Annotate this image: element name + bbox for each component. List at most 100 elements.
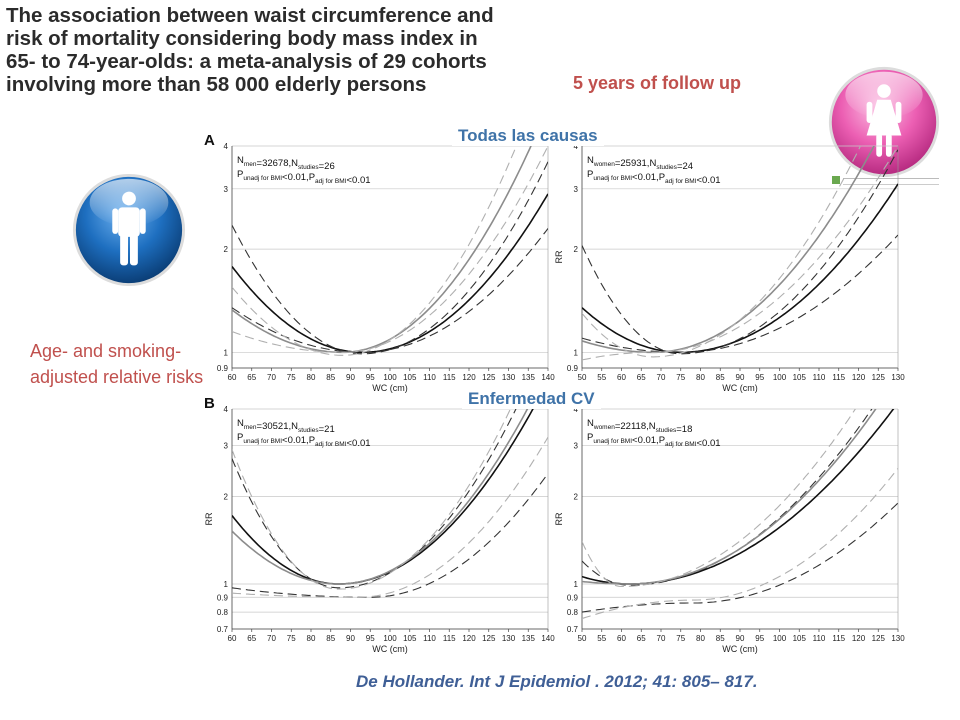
x-tick-label: 90 [736, 373, 745, 382]
y-tick-label: 0.9 [567, 593, 579, 602]
stat-sample-size: Nmen=30521,Nstudies=21 [237, 418, 335, 435]
x-tick-label: 80 [307, 373, 316, 382]
x-tick-label: 125 [872, 634, 886, 643]
x-tick-label: 85 [326, 373, 335, 382]
x-tick-label: 140 [541, 373, 555, 382]
y-tick-label: 4 [574, 405, 579, 414]
series-line-dash-grey [582, 467, 898, 620]
stat-p-values: Punadj for BMI<0.01,Padj for BMI<0.01 [587, 432, 721, 449]
x-tick-label: 80 [307, 634, 316, 643]
x-tick-label: 50 [578, 373, 587, 382]
x-tick-label: 125 [482, 634, 496, 643]
stat-p-values: Punadj for BMI<0.01,Padj for BMI<0.01 [237, 432, 371, 449]
series-line-dash-grey [582, 146, 898, 361]
y-tick-label: 2 [574, 492, 579, 501]
x-tick-label: 65 [637, 634, 646, 643]
series-line-dash-black [232, 228, 548, 353]
y-tick-label: 3 [574, 185, 579, 194]
x-tick-label: 60 [228, 373, 237, 382]
y-tick-label: 2 [224, 492, 229, 501]
x-tick-label: 60 [617, 634, 626, 643]
chart-panel-b-women: 0.7 0.8 0.9 1 2 3 4 50 55 60 65 70 75 80 85 90 95 100 105 1… [554, 405, 905, 654]
x-tick-label: 110 [423, 634, 436, 643]
x-tick-label: 50 [578, 634, 587, 643]
x-tick-label: 125 [872, 373, 886, 382]
series-line-dash-grey [582, 146, 862, 358]
x-tick-label: 70 [267, 373, 276, 382]
y-tick-label: 1 [224, 580, 229, 589]
x-tick-label: 75 [676, 634, 685, 643]
x-tick-label: 140 [541, 634, 555, 643]
series-line-dash-black [582, 234, 898, 353]
y-tick-label: 0.7 [567, 625, 579, 634]
x-tick-label: 130 [502, 634, 516, 643]
x-tick-label: 85 [326, 634, 335, 643]
series-line-dash-black [582, 149, 898, 355]
y-tick-label: 1 [574, 580, 579, 589]
x-tick-label: 65 [247, 634, 256, 643]
x-tick-label: 100 [773, 634, 787, 643]
x-tick-label: 120 [462, 373, 476, 382]
x-axis-label: WC (cm) [372, 383, 408, 393]
x-tick-label: 115 [443, 634, 456, 643]
x-tick-label: 70 [657, 373, 666, 382]
y-tick-label: 3 [574, 441, 579, 450]
stat-sample-size: Nwomen=22118,Nstudies=18 [587, 418, 692, 435]
x-tick-label: 100 [383, 373, 397, 382]
x-tick-label: 115 [832, 634, 845, 643]
stat-sample-size: Nmen=32678,Nstudies=26 [237, 155, 335, 172]
x-tick-label: 120 [462, 634, 476, 643]
y-tick-label: 2 [574, 245, 579, 254]
section-label-all-causes: Todas las causas [452, 126, 604, 146]
x-axis-label: WC (cm) [722, 644, 758, 654]
x-tick-label: 75 [287, 373, 296, 382]
y-tick-label: 0.8 [567, 608, 579, 617]
x-tick-label: 130 [891, 634, 905, 643]
x-tick-label: 120 [852, 373, 866, 382]
series-line-dash-grey [232, 436, 548, 598]
x-tick-label: 75 [287, 634, 296, 643]
citation: De Hollander. Int J Epidemiol . 2012; 41… [356, 672, 758, 691]
y-tick-label: 3 [224, 441, 229, 450]
x-tick-label: 130 [502, 373, 516, 382]
series-line-solid-black [232, 409, 534, 585]
x-tick-label: 105 [403, 634, 417, 643]
series-line-solid-grey [582, 146, 875, 354]
series-line-dash-grey [232, 409, 511, 590]
page-title: The association between waist circumfere… [6, 4, 494, 96]
x-axis-label: WC (cm) [372, 644, 408, 654]
x-tick-label: 75 [676, 373, 685, 382]
series-line-solid-grey [232, 409, 529, 585]
x-tick-label: 80 [696, 634, 705, 643]
female-figure-icon [828, 66, 940, 178]
x-tick-label: 55 [597, 634, 606, 643]
stat-p-values: Punadj for BMI<0.01,Padj for BMI<0.01 [237, 169, 371, 186]
adjusted-risk-label: Age- and smoking-adjusted relative risks [30, 341, 204, 387]
x-tick-label: 60 [228, 634, 237, 643]
follow-up-label: 5 years of follow up [573, 73, 742, 93]
chart-panel-b-men: 0.7 0.8 0.9 1 2 3 4 60 65 70 75 80 85 90 95 100 105 110 11… [204, 395, 555, 654]
x-tick-label: 115 [832, 373, 845, 382]
y-tick-label: 4 [224, 405, 229, 414]
x-tick-label: 70 [267, 634, 276, 643]
x-tick-label: 90 [346, 634, 355, 643]
y-tick-label: 0.9 [217, 593, 229, 602]
x-tick-label: 95 [755, 634, 764, 643]
x-tick-label: 130 [891, 373, 905, 382]
y-tick-label: 1 [224, 348, 229, 357]
section-label-cardiovascular: Enfermedad CV [462, 389, 601, 409]
panel-letter: A [204, 132, 215, 149]
series-line-solid-black [582, 183, 898, 354]
y-axis-label: RR [204, 512, 214, 525]
series-line-dash-grey [582, 409, 857, 588]
x-tick-label: 100 [383, 634, 397, 643]
x-tick-label: 85 [716, 373, 725, 382]
y-tick-label: 4 [224, 142, 229, 151]
series-line-dash-grey [232, 146, 548, 353]
chart-panel-a-women: 0.9 1 2 3 4 50 55 60 65 70 75 80 85 90 95 100 105 110 115 1… [554, 142, 905, 393]
x-tick-label: 80 [696, 373, 705, 382]
x-tick-label: 115 [443, 373, 456, 382]
series-line-solid-grey [582, 409, 877, 585]
y-tick-label: 0.7 [217, 625, 229, 634]
logo-badge-icon [832, 176, 840, 184]
